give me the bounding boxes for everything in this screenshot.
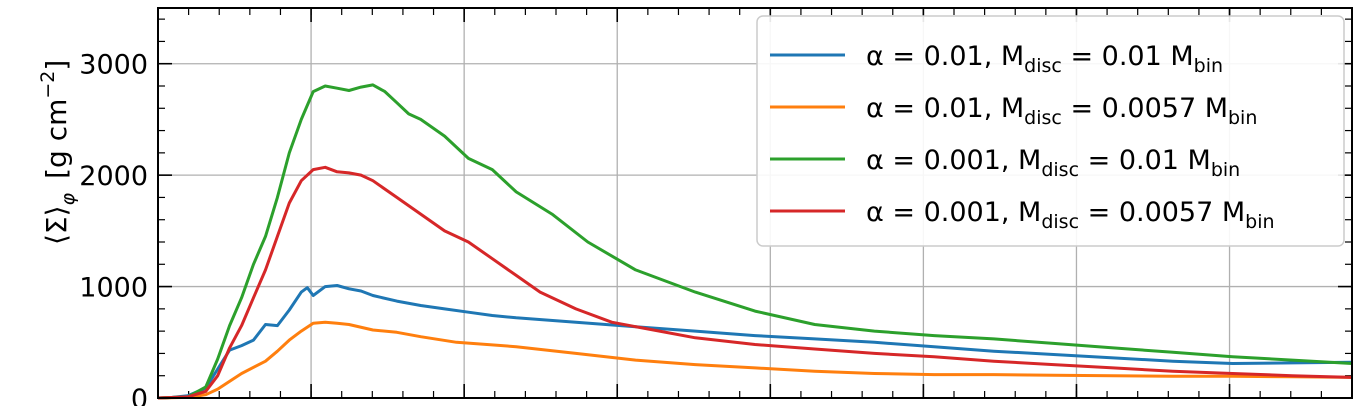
series-lines [157, 83, 1353, 400]
y-tick-label: 1000 [79, 273, 148, 304]
y-axis-label-unit-open: [g cm [40, 99, 73, 179]
y-tick-label: 0 [131, 384, 148, 406]
legend: α = 0.01, Mdisc = 0.01 Mbin α = 0.01, Mdi… [756, 15, 1345, 247]
y-tick-label: 3000 [79, 50, 148, 81]
y-axis-label-unit-exp: −2 [37, 71, 59, 99]
y-axis-label: ⟨Σ⟩φ [g cm−2] [37, 60, 79, 245]
y-axis-label-sub: φ [57, 192, 79, 205]
y-axis-label-main: ⟨Σ⟩ [40, 205, 73, 245]
plot-frame [157, 7, 1353, 399]
y-axis-label-unit-close: ] [40, 60, 73, 71]
legend-label-3: α = 0.001, Mdisc = 0.01 Mbin [866, 145, 1240, 181]
legend-label-1: α = 0.01, Mdisc = 0.01 Mbin [866, 41, 1223, 77]
series-line-1 [157, 284, 1353, 400]
series-line-3 [157, 83, 1353, 400]
series-line-2 [157, 320, 1353, 400]
y-tick-labels: 0 1000 2000 3000 [79, 50, 148, 406]
y-tick-label: 2000 [79, 161, 148, 192]
series-line-4 [157, 165, 1353, 400]
legend-label-2: α = 0.01, Mdisc = 0.0057 Mbin [866, 93, 1257, 129]
legend-label-4: α = 0.001, Mdisc = 0.0057 Mbin [866, 197, 1275, 233]
legend-box [756, 15, 1345, 247]
